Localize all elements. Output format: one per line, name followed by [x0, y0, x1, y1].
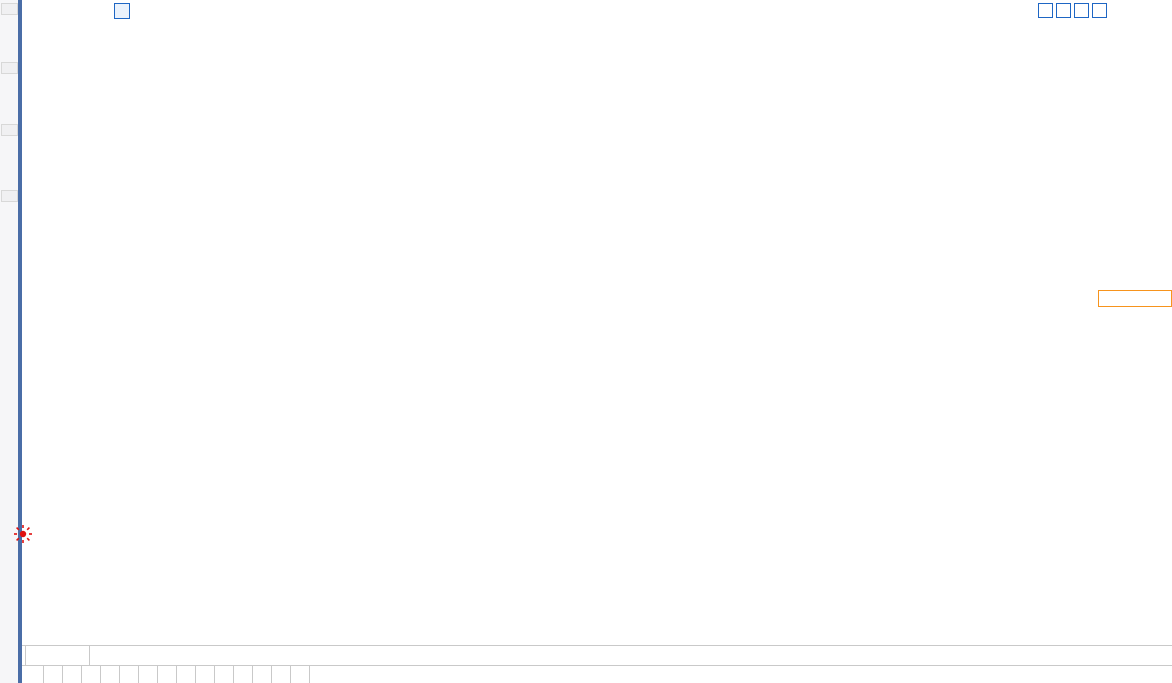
- tab-vol[interactable]: [139, 666, 158, 683]
- sidebar-tab-timeline[interactable]: [1, 3, 18, 15]
- left-sidebar: [0, 0, 22, 683]
- tab-kdj[interactable]: [196, 666, 215, 683]
- pan-icon[interactable]: [1038, 3, 1053, 18]
- period-selector[interactable]: [25, 646, 90, 665]
- sidebar-tab-lightning[interactable]: [1, 124, 18, 136]
- kline-style-icon[interactable]: [114, 2, 130, 19]
- xaxis-row: [22, 645, 1172, 666]
- tab-bias[interactable]: [158, 666, 177, 683]
- tab-indicator[interactable]: [25, 666, 44, 683]
- sidebar-divider: [18, 0, 22, 683]
- current-price-badge: [1098, 290, 1172, 307]
- chart-header: [88, 2, 200, 19]
- axis-scale-icon[interactable]: [1056, 3, 1071, 18]
- tab-cr[interactable]: [253, 666, 272, 683]
- tab-rsi[interactable]: [234, 666, 253, 683]
- indicator-toolbar: [22, 665, 1172, 683]
- window-toolbar: [1038, 3, 1107, 18]
- pop-out-icon[interactable]: [1092, 3, 1107, 18]
- tab-settings[interactable]: [291, 666, 310, 683]
- tab-ma[interactable]: [82, 666, 101, 683]
- tab-cci[interactable]: [177, 666, 196, 683]
- tab-vip-indicator[interactable]: [63, 666, 82, 683]
- sidebar-tab-contract-info[interactable]: [1, 190, 18, 202]
- tab-boll[interactable]: [120, 666, 139, 683]
- tab-macd[interactable]: [101, 666, 120, 683]
- alert-icon[interactable]: [13, 523, 33, 543]
- tab-template[interactable]: [44, 666, 63, 683]
- tab-lw[interactable]: [215, 666, 234, 683]
- sidebar-tab-kline[interactable]: [1, 62, 18, 74]
- chart-style-icon[interactable]: [1074, 3, 1089, 18]
- tab-psy[interactable]: [272, 666, 291, 683]
